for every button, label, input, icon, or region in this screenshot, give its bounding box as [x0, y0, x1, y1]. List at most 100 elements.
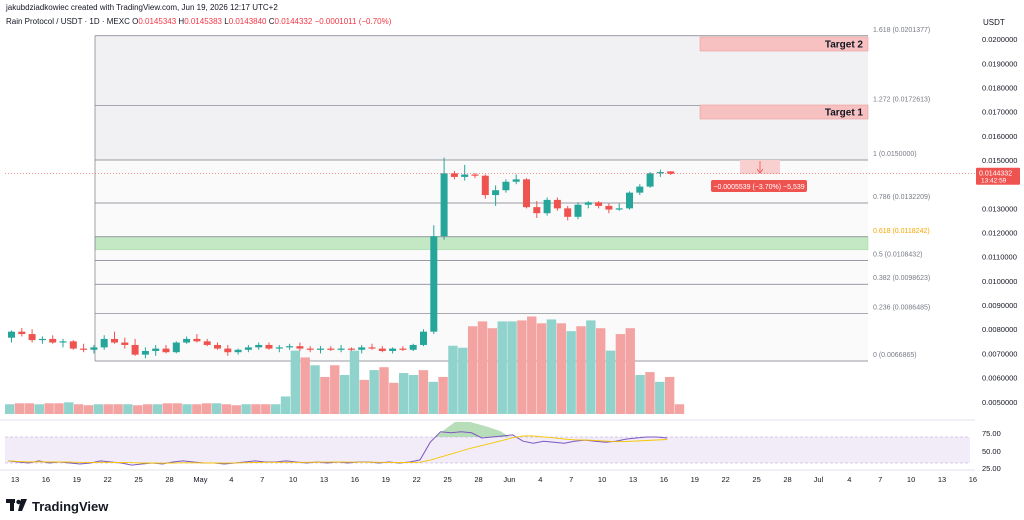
volume-bar: [625, 328, 635, 414]
time-tick: 25: [134, 475, 142, 484]
time-tick: 28: [165, 475, 173, 484]
time-tick: 16: [351, 475, 359, 484]
tradingview-logo[interactable]: TradingView: [6, 497, 108, 515]
candle-body: [317, 348, 324, 350]
time-tick: 7: [569, 475, 573, 484]
ohlc-l: L0.0143840: [222, 17, 267, 26]
volume-bar: [664, 376, 675, 414]
time-tick: Jun: [503, 475, 515, 484]
volume-bar: [142, 404, 153, 414]
volume-bar: [83, 405, 94, 414]
time-tick: 25: [443, 475, 451, 484]
price-countdown: 13:42:59: [981, 178, 1007, 185]
ohlc-values: O0.0145343 H0.0145383 L0.0143840 C0.0144…: [132, 17, 312, 26]
volume-bar: [14, 403, 25, 414]
price-tick: 0.0150000: [982, 156, 1017, 165]
time-tick: 4: [229, 475, 233, 484]
target-2-label: Target 2: [825, 40, 864, 51]
volume-bar: [349, 350, 360, 414]
time-tick: 10: [289, 475, 297, 484]
candle-body: [172, 342, 180, 353]
volume-bar: [34, 404, 44, 414]
volume-bar: [379, 367, 389, 414]
fib-level-label: 0.786 (0.0132209): [873, 194, 930, 201]
candle-body: [121, 342, 129, 345]
volume-bar: [93, 404, 104, 414]
candle-body: [296, 346, 304, 349]
volume-bar: [615, 334, 626, 414]
brand-name: TradingView: [32, 498, 109, 514]
rsi-tick: 50.00: [982, 447, 1001, 456]
measure-label: −0.0005539 (−3.70%) −5,539: [713, 184, 804, 191]
candle-body: [255, 344, 263, 348]
volume-bar: [359, 379, 369, 414]
fib-level-label: 0.382 (0.0098623): [873, 275, 930, 282]
volume-bar: [290, 350, 301, 414]
time-tick: 16: [42, 475, 50, 484]
candle-body: [512, 179, 520, 182]
price-tick: 0.0120000: [982, 229, 1017, 238]
volume-bar: [497, 321, 507, 414]
rsi-tick: 25.00: [982, 464, 1001, 473]
volume-bar: [487, 328, 498, 414]
candle-body: [162, 348, 170, 353]
symbol-name[interactable]: Rain Protocol / USDT · 1D · MEXC: [6, 17, 130, 26]
candle-body: [605, 205, 613, 210]
time-tick: 13: [320, 475, 328, 484]
measure-label-bg: [711, 180, 807, 192]
candle-body: [450, 173, 458, 177]
volume-bar: [103, 404, 113, 414]
candle-body: [203, 341, 211, 345]
volume-bar: [310, 365, 320, 414]
candle-body: [141, 351, 149, 355]
volume-bar: [428, 381, 438, 414]
fib-level-label: 1.272 (0.0172613): [873, 96, 930, 103]
candle-body: [286, 346, 294, 348]
volume-bar: [448, 345, 458, 414]
candle-body: [244, 347, 252, 350]
volume-bar: [605, 350, 616, 414]
volume-bar: [674, 404, 685, 414]
price-tick: 0.0070000: [982, 349, 1017, 358]
candle-body: [8, 331, 15, 338]
volume-bar: [389, 382, 399, 414]
candle-body: [481, 175, 489, 196]
volume-bar: [339, 375, 350, 414]
candle-body: [636, 186, 644, 193]
volume-bar: [241, 404, 251, 414]
rsi-band: [5, 437, 970, 463]
time-tick: 28: [783, 475, 791, 484]
candle-body: [358, 347, 366, 350]
volume-bar: [566, 331, 576, 414]
candle-body: [471, 174, 479, 176]
candle-body: [111, 338, 118, 343]
candle-body: [667, 171, 675, 174]
candle-body: [18, 331, 26, 335]
time-tick: 4: [847, 475, 851, 484]
ohlc-h: H0.0145383: [176, 17, 223, 26]
time-tick: 22: [104, 475, 112, 484]
volume-bar: [438, 376, 448, 414]
volume-bar: [418, 370, 429, 414]
tradingview-logo-icon: [6, 499, 27, 511]
volume-bar: [192, 404, 202, 414]
time-tick: 28: [474, 475, 482, 484]
time-tick: 25: [752, 475, 760, 484]
fib-level-label: 0 (0.0066865): [873, 352, 917, 359]
volume-bar: [261, 404, 271, 414]
ohlc-c: C0.0144332: [266, 17, 313, 26]
price-tick: 0.0060000: [982, 374, 1017, 383]
volume-bar: [507, 321, 517, 414]
candle-body: [69, 341, 77, 349]
price-tick: 0.0130000: [982, 204, 1017, 213]
volume-bar: [123, 404, 133, 414]
candle-body: [28, 334, 36, 341]
volume-bar: [586, 320, 596, 414]
volume-bar: [221, 404, 232, 414]
fib-618-band: [94, 236, 869, 251]
candle-body: [100, 338, 108, 348]
volume-bar: [527, 316, 537, 414]
candle-body: [626, 192, 633, 209]
candle-body: [234, 349, 242, 353]
